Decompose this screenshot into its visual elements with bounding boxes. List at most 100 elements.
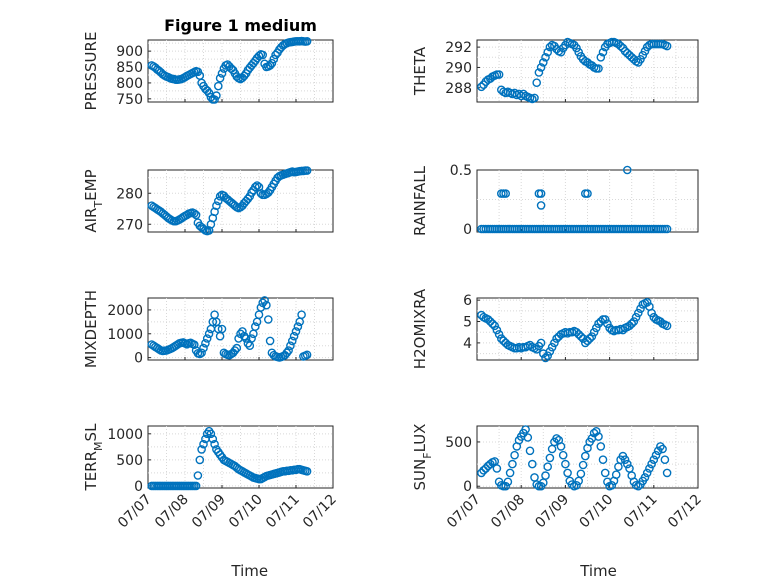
- data-point: [536, 189, 546, 198]
- data-point: [521, 425, 530, 434]
- data-point: [662, 41, 672, 51]
- data-point: [556, 47, 566, 57]
- data-point: [561, 459, 570, 469]
- data-point: [550, 338, 559, 348]
- data-point: [232, 343, 242, 353]
- x-tick-label: 07/10: [577, 492, 617, 532]
- x-tick-label: 07/09: [189, 492, 229, 532]
- data-point: [289, 331, 299, 341]
- data-point: [204, 329, 214, 339]
- data-point: [662, 321, 672, 331]
- data-point: [258, 50, 268, 60]
- data-point: [525, 446, 535, 456]
- data-point: [625, 321, 634, 331]
- data-point: [213, 81, 223, 91]
- data-point: [636, 304, 645, 314]
- data-point: [623, 165, 632, 175]
- y-axis-label: TERRMSL: [82, 423, 105, 492]
- data-point: [201, 338, 210, 348]
- data-point: [494, 329, 504, 339]
- series-markers: [147, 296, 312, 362]
- y-tick-label: 270: [116, 217, 143, 233]
- data-point: [600, 468, 610, 478]
- data-point: [191, 210, 201, 220]
- data-point: [195, 455, 205, 465]
- data-point: [642, 468, 652, 478]
- data-point: [269, 54, 279, 64]
- data-point: [543, 47, 553, 57]
- x-tick-label: 07/08: [152, 492, 192, 532]
- data-point: [230, 346, 240, 355]
- y-tick-label: 1000: [107, 327, 143, 343]
- data-point: [658, 444, 667, 454]
- data-point: [202, 334, 212, 343]
- data-point: [541, 353, 550, 363]
- data-point: [660, 455, 670, 465]
- x-tick-label: 07/10: [226, 492, 266, 532]
- x-axis-label: Time: [579, 562, 617, 580]
- data-point: [206, 429, 216, 439]
- x-tick-label: 07/11: [621, 492, 661, 532]
- data-point: [191, 481, 201, 491]
- y-axis-label: RAINFALL: [411, 165, 429, 236]
- data-point: [505, 468, 515, 478]
- data-point: [479, 465, 488, 475]
- data-point: [202, 86, 212, 95]
- data-point: [287, 336, 297, 346]
- data-point: [302, 37, 312, 46]
- data-point: [574, 47, 584, 57]
- panel-mixdepth: 0 1000 2000 MIXDEPTH: [82, 290, 334, 368]
- y-tick-label: 0: [134, 351, 143, 367]
- data-point: [645, 464, 654, 473]
- data-point: [596, 442, 606, 451]
- data-point: [302, 350, 312, 360]
- data-point: [576, 469, 586, 479]
- data-point: [189, 209, 199, 218]
- data-point: [496, 334, 506, 343]
- series-markers: [147, 426, 312, 491]
- data-point: [543, 462, 553, 472]
- data-point: [263, 315, 273, 324]
- series-markers: [147, 166, 312, 236]
- data-point: [552, 434, 561, 443]
- data-point: [642, 297, 652, 307]
- x-tick-label: 07/07: [115, 492, 155, 532]
- data-point: [558, 450, 568, 460]
- data-point: [620, 455, 630, 465]
- y-tick-label: 5: [463, 315, 472, 331]
- data-point: [193, 471, 203, 480]
- data-point: [631, 312, 641, 322]
- data-point: [545, 347, 555, 356]
- data-point: [649, 455, 659, 465]
- data-point: [250, 182, 260, 192]
- data-point: [485, 459, 495, 469]
- y-tick-label: 0: [463, 479, 472, 495]
- data-point: [199, 439, 208, 449]
- y-tick-label: 290: [445, 60, 472, 76]
- data-point: [572, 43, 581, 53]
- data-point: [656, 442, 665, 451]
- data-point: [195, 349, 205, 359]
- data-point: [640, 473, 650, 482]
- data-point: [552, 334, 561, 343]
- data-point: [189, 340, 199, 350]
- y-tick-label: 288: [445, 81, 472, 97]
- data-point: [536, 338, 546, 348]
- data-point: [197, 348, 206, 358]
- data-point: [212, 91, 221, 100]
- data-point: [594, 432, 603, 441]
- data-point: [208, 434, 218, 444]
- data-point: [481, 464, 491, 473]
- data-point: [256, 303, 266, 312]
- data-point: [247, 334, 256, 343]
- data-point: [539, 58, 548, 67]
- series-markers: [477, 165, 672, 234]
- x-tick-label: 07/07: [444, 492, 484, 532]
- data-point: [267, 58, 277, 68]
- series-markers: [477, 297, 672, 363]
- data-point: [302, 166, 312, 175]
- data-point: [243, 194, 253, 204]
- panel-sun-flux: 0 500 07/07 07/08 07/09 07/10 07/11 07/12 Time SU…: [411, 424, 705, 580]
